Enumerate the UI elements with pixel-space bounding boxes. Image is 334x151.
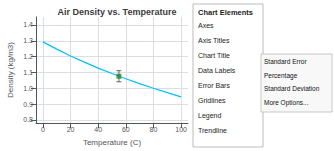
- svg-text:Legend: Legend: [198, 112, 221, 120]
- svg-text:0.8: 0.8: [23, 116, 33, 123]
- svg-text:0.9: 0.9: [23, 101, 33, 108]
- svg-text:Axis Titles: Axis Titles: [198, 37, 230, 44]
- svg-text:Density (kg/m3): Density (kg/m3): [6, 42, 15, 98]
- svg-text:100: 100: [175, 126, 187, 133]
- svg-text:Chart Elements: Chart Elements: [198, 8, 253, 17]
- svg-text:More Options...: More Options...: [264, 99, 309, 107]
- svg-text:Data Labels: Data Labels: [198, 67, 236, 74]
- svg-text:60: 60: [122, 126, 130, 133]
- svg-text:Percentage: Percentage: [264, 72, 298, 80]
- svg-text:Axes: Axes: [198, 22, 214, 29]
- svg-text:1.1: 1.1: [23, 69, 33, 76]
- svg-text:Air Density vs. Temperature: Air Density vs. Temperature: [58, 7, 177, 17]
- svg-text:Standard Error: Standard Error: [264, 58, 307, 65]
- svg-text:Standard Deviation: Standard Deviation: [264, 85, 320, 92]
- svg-text:20: 20: [67, 126, 75, 133]
- svg-text:80: 80: [150, 126, 158, 133]
- svg-text:1.2: 1.2: [23, 53, 33, 60]
- svg-text:Trendline: Trendline: [198, 127, 227, 134]
- svg-text:40: 40: [94, 126, 102, 133]
- svg-text:Error Bars: Error Bars: [198, 82, 230, 89]
- svg-text:1.0: 1.0: [23, 85, 33, 92]
- svg-text:1.3: 1.3: [23, 37, 33, 44]
- svg-text:0: 0: [41, 126, 45, 133]
- svg-text:Temperature (C): Temperature (C): [83, 138, 142, 147]
- svg-text:Gridlines: Gridlines: [198, 97, 226, 104]
- svg-text:Chart Title: Chart Title: [198, 52, 230, 59]
- svg-text:1.4: 1.4: [23, 21, 33, 28]
